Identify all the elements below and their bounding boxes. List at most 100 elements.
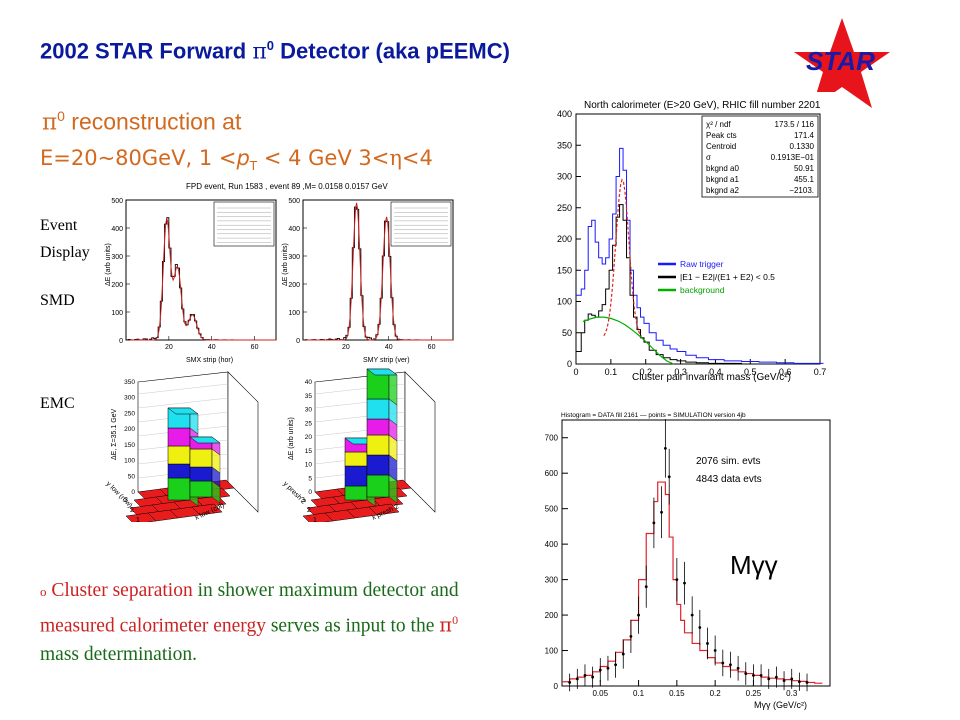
smdx-ytick-label: 500 (111, 198, 123, 205)
chart1-ytick-label: 200 (557, 234, 572, 244)
chart2-ytick-label: 500 (545, 505, 559, 514)
chart1-legend-label: background (680, 285, 725, 295)
smd-y-ylabel: ΔE (arb units) (282, 243, 289, 286)
chart2-point (614, 663, 617, 667)
chart2-point (663, 446, 667, 450)
chart1-series-background (582, 316, 674, 365)
chart2-point (591, 675, 595, 679)
lego2-floor-cell (368, 503, 400, 516)
lego1-ztick-label: 150 (124, 442, 135, 449)
chart2-point (797, 680, 801, 684)
label-event: Event (40, 217, 78, 234)
lego1-ztick-label: 350 (124, 379, 135, 386)
chart2-point (759, 673, 763, 677)
chart1-ytick-label: 400 (557, 109, 572, 119)
chart2-point (568, 681, 572, 684)
lego1-ztick-label: 200 (124, 426, 135, 433)
chart2-point (583, 673, 587, 677)
chart2-point (606, 666, 610, 670)
subtitle-line1: π0 reconstruction at (42, 108, 242, 136)
event-display-panel: FPD event, Run 1583 , event 89 ,M= 0.015… (105, 182, 454, 522)
chart2-point (667, 475, 671, 479)
chart1-xtick-label: 0.5 (744, 367, 757, 377)
chart1-xtick-label: 0.3 (674, 367, 687, 377)
subtitle-line2: E=20~80GeV, 1 <pT < 4 GeV 3<η<4 (40, 146, 433, 174)
chart1-ytick-label: 100 (557, 297, 572, 307)
lego1-stack-block (167, 463, 191, 479)
chart2-point (713, 649, 717, 652)
chart2-ytick-label: 700 (545, 434, 559, 443)
lego2-stack-block (344, 451, 368, 467)
label-smd: SMD (40, 292, 75, 309)
emc-1-ylabel2: y low (row) (105, 480, 134, 509)
chart2-point (575, 677, 579, 681)
smdy-ytick-label: 200 (288, 282, 300, 289)
chart2-point (652, 521, 656, 525)
lego1-ztick-label: 300 (124, 395, 135, 402)
lego2-stack-block (344, 485, 368, 501)
lego2-ztick-label: 5 (308, 475, 312, 482)
lego2-yaxis-label: 2 (307, 507, 311, 514)
chart2-point (598, 668, 602, 672)
chart1-ytick-label: 250 (557, 203, 572, 213)
smdy-ytick-label: 100 (288, 310, 300, 317)
emc-lego-2: 05101520253035401234123 x presh 2 y pres… (282, 368, 436, 522)
chart1-fit-key: Peak cts (706, 131, 737, 140)
chart1-fit-value: 455.1 (794, 175, 815, 184)
smdy-xtick-label: 20 (342, 344, 350, 351)
chart1-fit-value: 173.5 / 116 (775, 120, 815, 129)
chart2-xtick-label: 0.15 (669, 689, 685, 698)
chart2-ytick-label: 400 (545, 540, 559, 549)
chart2-ytick-label: 200 (545, 611, 559, 620)
lego1-ztick-label: 50 (128, 473, 136, 480)
emc-lego-1: 0501001502002503003501234123 x low (col)… (105, 371, 259, 522)
chart2-point (698, 626, 702, 629)
lego2-ztick-label: 0 (308, 489, 312, 496)
lego2-yaxis-label: 1 (313, 517, 317, 522)
chart2-point (752, 673, 755, 677)
chart2-point (706, 642, 709, 645)
lego1-stack-block (167, 427, 191, 447)
lego1-yaxis-label: 3 (124, 497, 128, 504)
chart1-fit-key: bkgnd a0 (706, 164, 739, 173)
chart1-ytick-label: 0 (567, 359, 572, 369)
chart2-point (637, 613, 640, 617)
chart1-fit-key: Centroid (706, 142, 736, 151)
chart2-point (736, 666, 740, 670)
lego1-sidewall (227, 371, 259, 513)
smdx-ytick-label: 0 (119, 338, 123, 345)
lego2-stack-block (366, 434, 390, 456)
chart2-ytick-label: 100 (545, 647, 559, 656)
lego2-stack-block (366, 398, 390, 420)
chart2-point (675, 578, 679, 581)
chart1-xtick-label: 0.2 (639, 367, 652, 377)
chart1-fit-value: 0.1913E−01 (771, 153, 815, 162)
chart2-point (721, 661, 725, 665)
smd-x-ylabel: ΔE (arb units) (105, 243, 112, 286)
chart2-ytick-label: 300 (545, 576, 559, 585)
bullet-icon: o (40, 584, 47, 599)
chart2-point (629, 634, 633, 638)
chart1-fit-key: bkgnd a1 (706, 175, 739, 184)
chart1-ytick-label: 350 (557, 140, 572, 150)
chart2-point (767, 677, 771, 681)
chart1-fit-box (701, 115, 819, 198)
lego1-gridline (137, 383, 229, 395)
lego2-stack-block (366, 474, 390, 498)
chart2-point (782, 679, 786, 683)
lego2-ztick-label: 20 (305, 434, 313, 441)
chart1-fit-key: bkgnd a2 (706, 186, 739, 195)
chart2-xtick-label: 0.25 (746, 689, 762, 698)
lego2-sidewall (404, 371, 436, 513)
smdy-ytick-label: 400 (288, 226, 300, 233)
lego1-gridline (137, 397, 229, 409)
mass-chart-bottom: Histogram = DATA fill 2161 — points = SI… (536, 408, 836, 718)
chart1-xtick-label: 0.4 (709, 367, 722, 377)
chart1-fit-curve (603, 178, 643, 337)
smdy-xtick-label: 60 (428, 344, 436, 351)
chart1-xtick-label: 0 (573, 367, 578, 377)
smdx-xtick-label: 40 (208, 344, 216, 351)
chart2-ytick-label: 600 (545, 469, 559, 478)
emc-1-ylabel: ΔE, Σ=35.1 GeV (111, 408, 118, 460)
chart2-point (690, 613, 694, 617)
